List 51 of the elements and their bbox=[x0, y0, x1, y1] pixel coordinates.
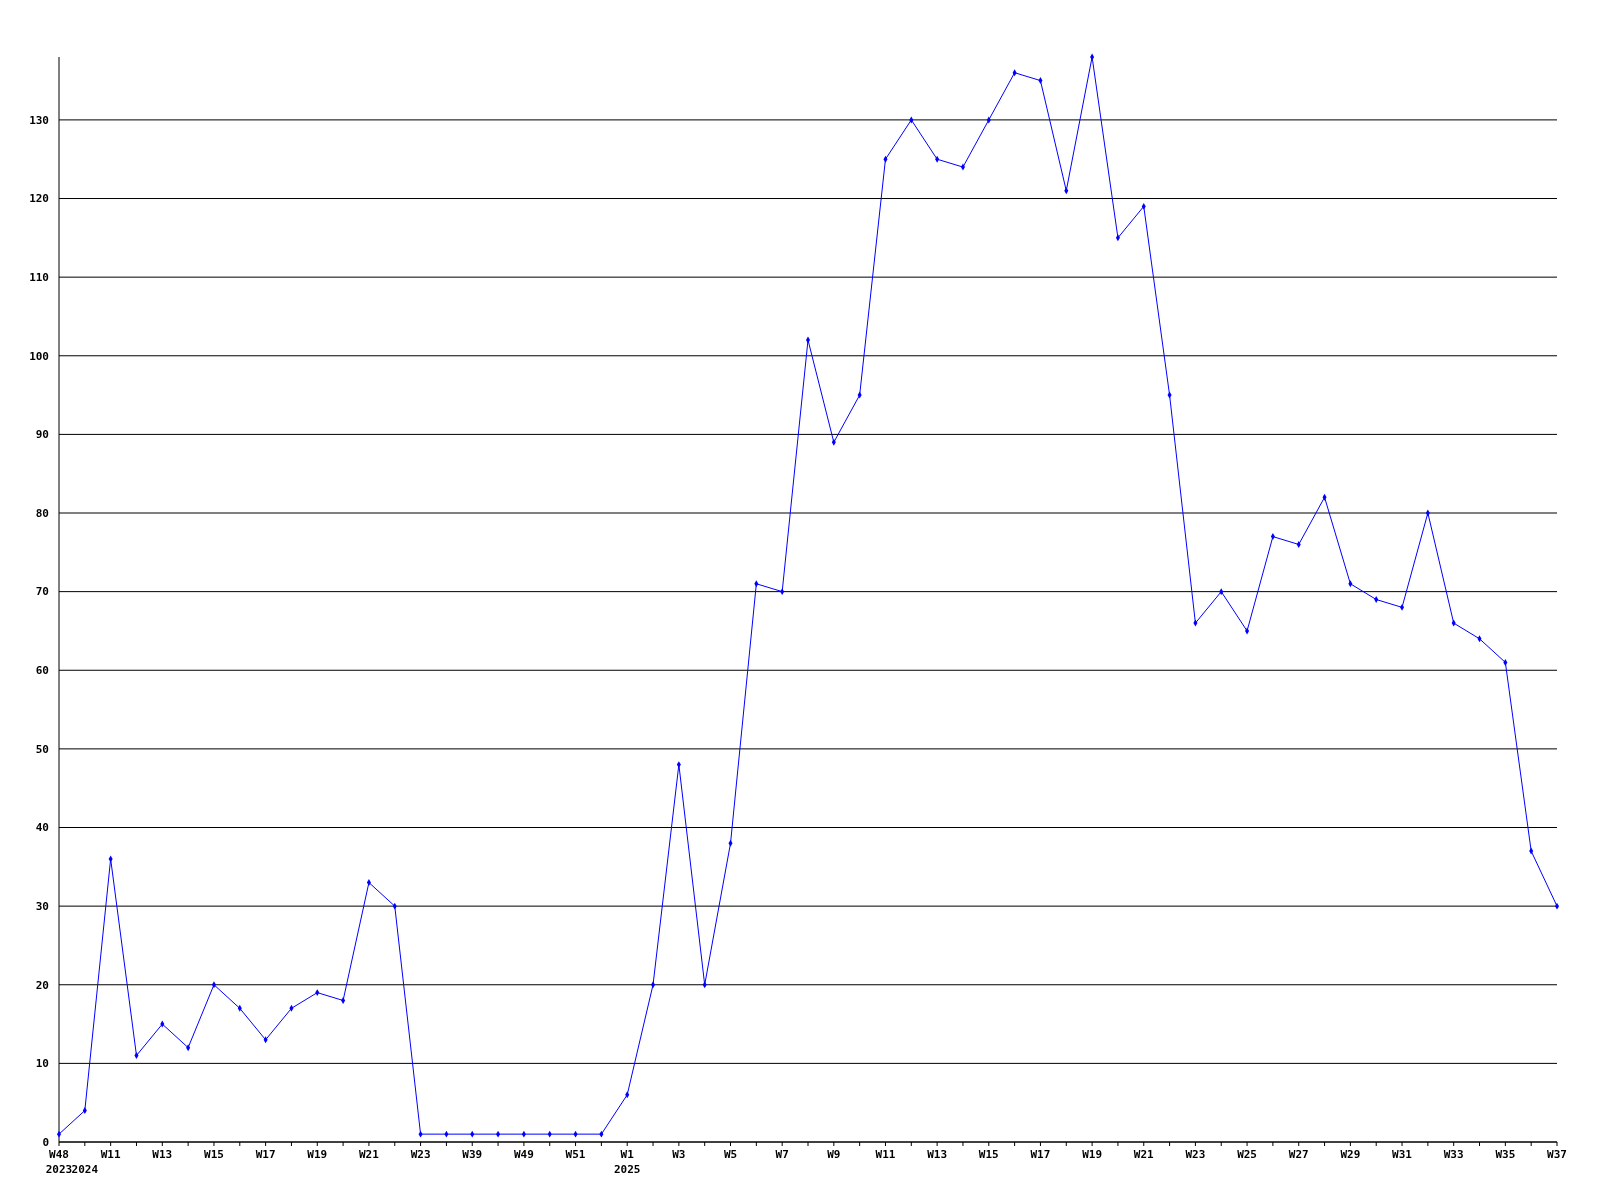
point bbox=[134, 1052, 139, 1059]
y-tick-label: 60 bbox=[35, 664, 49, 678]
y-tick-label: 130 bbox=[29, 113, 49, 127]
x-tick-label: W35 bbox=[1495, 1148, 1516, 1161]
x-tick-label: W37 bbox=[1547, 1148, 1567, 1161]
x-tick-label: W39 bbox=[462, 1148, 483, 1161]
y-tick-label: 110 bbox=[29, 270, 49, 284]
point bbox=[1554, 902, 1560, 910]
x-tick-label: W13 bbox=[927, 1148, 948, 1161]
x-tick-label: W31 bbox=[1392, 1148, 1413, 1161]
y-tick-label: 20 bbox=[35, 978, 49, 992]
x-tick-label: W21 bbox=[1133, 1148, 1155, 1161]
x-tick-label: W9 bbox=[827, 1148, 841, 1161]
x-tick-label: W33 bbox=[1443, 1148, 1464, 1161]
point bbox=[1374, 596, 1379, 603]
y-tick-label: 70 bbox=[35, 585, 49, 599]
x-tick-label: W11 bbox=[100, 1148, 121, 1161]
x-tick-label: W27 bbox=[1288, 1148, 1309, 1161]
point bbox=[341, 997, 346, 1004]
x-tick-label: W29 bbox=[1340, 1148, 1361, 1161]
x-tick-label: W23 bbox=[410, 1148, 431, 1161]
x-tick-label: W1 2025 bbox=[613, 1148, 641, 1176]
x-tick-label: W15 bbox=[204, 1148, 224, 1161]
x-tick-label: W11 bbox=[875, 1148, 896, 1161]
y-tick-label: 0 bbox=[42, 1135, 49, 1149]
x-tick-label: W13 bbox=[152, 1148, 173, 1161]
y-tick-label: 100 bbox=[29, 349, 49, 363]
point bbox=[805, 336, 811, 344]
x-tick-label: W3 bbox=[672, 1148, 686, 1161]
y-tick-label: 30 bbox=[35, 899, 49, 913]
y-tick-label: 80 bbox=[35, 506, 49, 520]
x-tick-label: W17 bbox=[255, 1148, 276, 1161]
x-tick-label: W15 bbox=[978, 1148, 999, 1161]
y-tick-label: 50 bbox=[35, 742, 49, 756]
x-tick-label: W21 bbox=[358, 1148, 380, 1161]
y-tick-label: 10 bbox=[35, 1057, 49, 1071]
x-tick-label: W48 2023 bbox=[45, 1148, 73, 1176]
x-tick-label: W19 bbox=[1082, 1148, 1103, 1161]
y-tick-label: 90 bbox=[35, 428, 49, 442]
x-tick-label: W17 bbox=[1030, 1148, 1051, 1161]
x-tick-label: 2024 bbox=[71, 1163, 99, 1176]
y-tick-label: 120 bbox=[29, 192, 49, 206]
point bbox=[56, 1130, 62, 1138]
y-tick-label: 40 bbox=[35, 821, 49, 835]
x-tick-label: W19 bbox=[307, 1148, 328, 1161]
x-tick-label: W5 bbox=[723, 1148, 738, 1161]
x-tick-label: W25 bbox=[1237, 1148, 1258, 1161]
x-tick-label: W23 bbox=[1185, 1148, 1206, 1161]
x-tick-label: W49 bbox=[513, 1148, 534, 1161]
x-tick-label: W7 bbox=[775, 1148, 789, 1161]
x-tick-label: W51 bbox=[565, 1148, 586, 1161]
